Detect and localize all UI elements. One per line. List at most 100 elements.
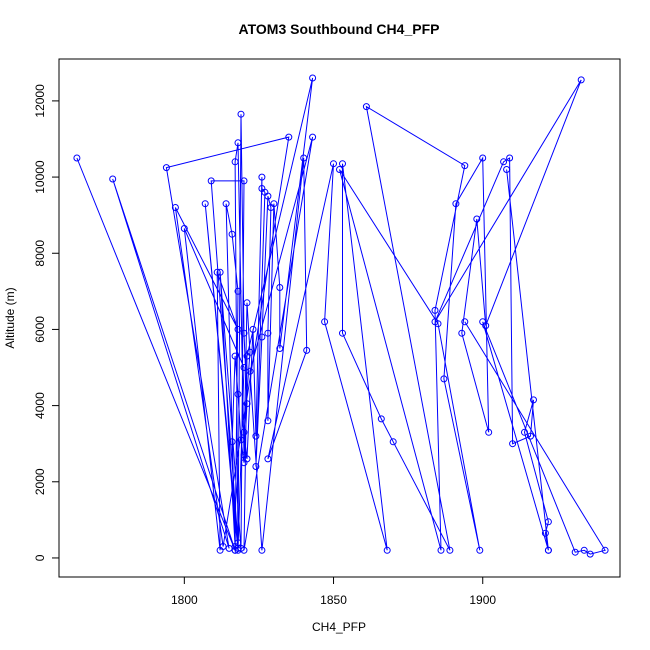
data-point	[264, 417, 272, 425]
data-point	[264, 455, 272, 463]
data-point	[237, 436, 245, 444]
data-point	[276, 345, 284, 352]
data-point	[362, 103, 370, 111]
data-point	[240, 428, 248, 436]
data-point	[303, 346, 311, 354]
data-point	[580, 546, 588, 554]
data-point	[431, 318, 439, 326]
data-point	[246, 367, 254, 375]
data-point	[461, 318, 469, 326]
data-point	[544, 546, 552, 554]
chart-title: ATOM3 Southbound CH4_PFP	[239, 21, 440, 37]
data-point	[473, 215, 481, 223]
x-axis: 1800 1850 1900	[171, 576, 496, 607]
data-point	[586, 550, 594, 558]
data-point	[485, 428, 493, 436]
data-point	[377, 415, 385, 423]
y-axis-label: Altitude (m)	[3, 287, 17, 348]
data-point	[252, 463, 260, 470]
data-point	[321, 318, 329, 326]
data-point	[503, 166, 511, 173]
data-point	[300, 154, 308, 162]
data-point	[437, 546, 445, 554]
data-point	[285, 133, 293, 141]
data-point	[336, 166, 343, 173]
data-point	[222, 200, 230, 208]
data-point	[234, 139, 242, 147]
data-point	[216, 546, 224, 554]
data-point	[541, 529, 549, 537]
data-point	[601, 546, 609, 554]
data-point	[252, 432, 260, 440]
data-point	[231, 158, 239, 166]
plot-frame	[58, 58, 621, 578]
data-point	[509, 440, 517, 448]
data-point	[243, 299, 251, 307]
data-point	[240, 177, 248, 185]
data-point	[258, 546, 266, 554]
data-point	[506, 154, 514, 162]
y-tick-label: 10000	[33, 160, 47, 194]
y-tick-label: 12000	[33, 84, 47, 118]
data-point	[234, 325, 242, 333]
data-point	[431, 306, 439, 314]
data-point	[243, 455, 251, 463]
data-point	[264, 329, 272, 337]
data-point	[180, 225, 188, 232]
data-point	[264, 192, 272, 200]
data-point	[309, 74, 317, 82]
data-point	[521, 428, 528, 436]
data-point	[243, 352, 251, 360]
data-point	[383, 546, 391, 554]
data-point	[240, 546, 248, 554]
data-point	[330, 160, 337, 168]
data-point	[544, 518, 552, 526]
y-tick-label: 0	[33, 554, 47, 561]
y-tick-label: 6000	[33, 316, 47, 343]
data-point	[201, 200, 209, 208]
data-point	[527, 432, 534, 440]
data-point	[270, 200, 278, 208]
series-line	[76, 77, 606, 555]
data-point	[571, 548, 579, 556]
data-point	[237, 110, 245, 118]
data-point	[234, 287, 242, 295]
data-point	[243, 400, 251, 408]
data-point	[73, 154, 81, 162]
data-point	[258, 173, 266, 181]
data-point	[461, 162, 469, 170]
data-point	[249, 325, 257, 333]
data-point	[339, 329, 346, 337]
data-point	[389, 438, 397, 446]
y-tick-label: 8000	[33, 240, 47, 267]
data-point	[479, 154, 487, 162]
data-point	[458, 329, 466, 337]
data-point	[225, 544, 233, 552]
data-point	[530, 396, 537, 404]
data-point	[216, 268, 224, 276]
data-point	[228, 230, 236, 238]
data-point	[440, 375, 448, 383]
data-point	[171, 204, 179, 211]
data-point	[228, 438, 236, 446]
data-point	[276, 284, 284, 291]
data-point	[162, 164, 170, 172]
data-point	[309, 133, 317, 141]
data-point	[240, 329, 248, 337]
plot-area	[73, 74, 609, 558]
data-point	[240, 364, 248, 371]
x-axis-label: CH4_PFP	[312, 620, 366, 634]
x-tick-label: 1850	[320, 593, 347, 607]
y-axis: 0 2000 4000 6000 8000 10000 12000	[33, 84, 60, 561]
data-point	[479, 318, 487, 326]
y-tick-label: 2000	[33, 468, 47, 495]
data-point	[234, 544, 242, 552]
data-point	[446, 546, 454, 554]
data-point	[577, 76, 585, 84]
data-point	[258, 333, 266, 341]
y-tick-label: 4000	[33, 392, 47, 419]
data-point	[207, 177, 215, 185]
data-point	[213, 268, 221, 276]
data-point	[339, 160, 346, 168]
